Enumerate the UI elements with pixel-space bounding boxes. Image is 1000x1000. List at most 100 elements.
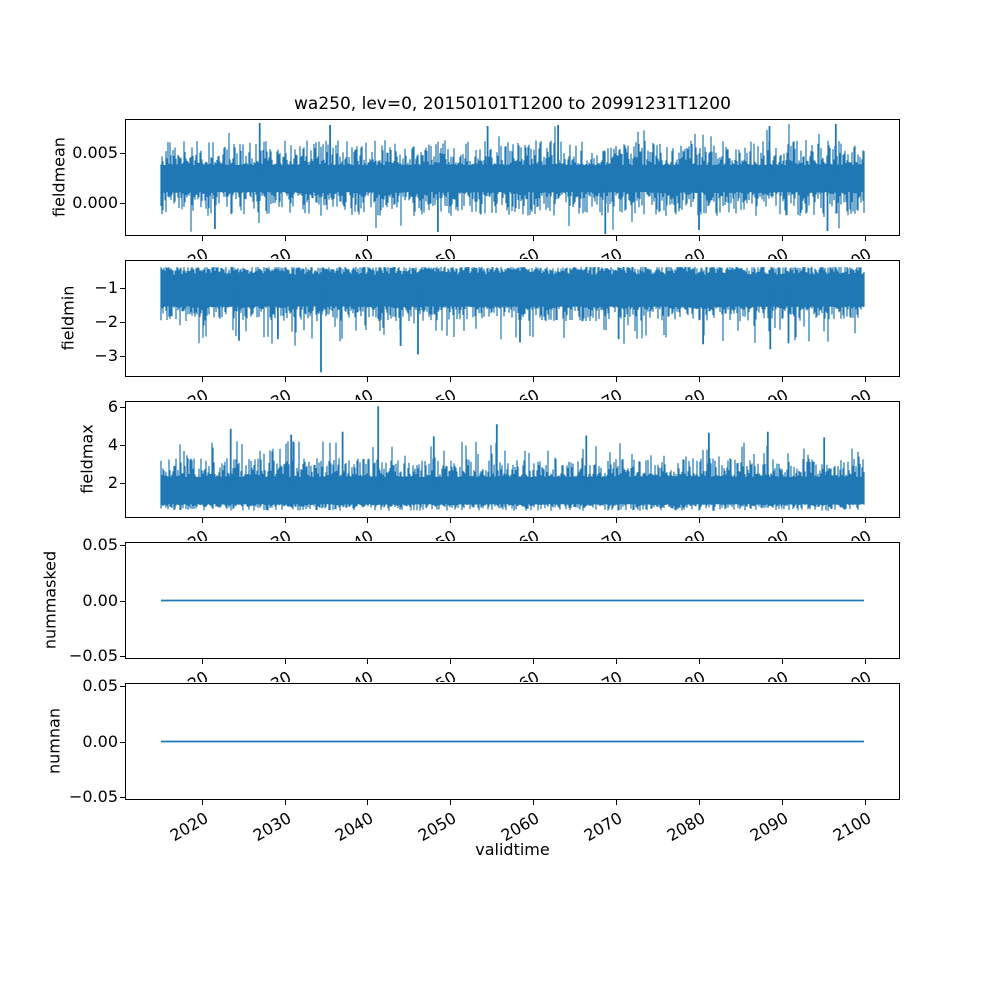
x-tick-label: 2030 (217, 526, 295, 541)
x-tick-label: 2040 (299, 526, 377, 541)
y-tick-mark (120, 445, 125, 446)
x-tick-label: 2090 (746, 808, 792, 846)
nummasked-plot-area (161, 599, 864, 602)
y-tick-label: 0.05 (82, 676, 118, 695)
x-tick-mark (367, 800, 368, 805)
x-tick-label: 2030 (217, 385, 295, 400)
x-tick-label: 2080 (631, 244, 709, 259)
x-tick-label: 2020 (134, 244, 212, 259)
x-tick-mark (616, 800, 617, 805)
x-tick-label: 2040 (299, 244, 377, 259)
y-tick-label: −3 (94, 346, 118, 365)
y-tick-label: 0.005 (72, 143, 118, 162)
y-tick-mark (120, 545, 125, 546)
y-tick-mark (120, 742, 125, 743)
x-tick-label: 2100 (829, 808, 875, 846)
x-tick-label: 2090 (714, 667, 792, 682)
x-tick-mark (285, 236, 286, 241)
y-tick-label: 4 (107, 435, 118, 454)
x-tick-mark (367, 659, 368, 664)
x-tick-mark (782, 236, 783, 241)
x-tick-label: 2020 (134, 385, 212, 400)
x-tick-label: 2070 (548, 385, 626, 400)
y-tick-label: 0.05 (82, 535, 118, 554)
y-tick-mark (120, 288, 125, 289)
x-tick-label: 2040 (299, 667, 377, 682)
x-tick-label: 2030 (217, 244, 295, 259)
y-tick-label: 0.000 (72, 193, 118, 212)
x-tick-label: 2060 (465, 244, 543, 259)
x-tick-label: 2080 (631, 526, 709, 541)
y-tick-label: 0.00 (82, 591, 118, 610)
x-tick-mark (699, 518, 700, 523)
x-tick-label: 2020 (134, 667, 212, 682)
x-tick-mark (533, 236, 534, 241)
y-tick-mark (120, 601, 125, 602)
fieldmean-extreme-spikes (214, 123, 837, 234)
x-tick-mark (450, 659, 451, 664)
chart-title: wa250, lev=0, 20150101T1200 to 20991231T… (294, 94, 731, 114)
fieldmin-extreme-spikes (238, 286, 790, 373)
y-tick-label: 0.00 (82, 732, 118, 751)
x-tick-label: 2060 (465, 385, 543, 400)
y-tick-label: 6 (107, 397, 118, 416)
x-tick-label: 2060 (465, 667, 543, 682)
x-tick-mark (533, 377, 534, 382)
y-tick-mark (120, 686, 125, 687)
y-tick-label: −0.05 (68, 787, 118, 806)
x-tick-label: 2070 (548, 244, 626, 259)
x-tick-mark (450, 800, 451, 805)
x-tick-mark (202, 236, 203, 241)
x-tick-label: 2050 (382, 667, 460, 682)
x-tick-label: 2050 (382, 385, 460, 400)
y-tick-label: −1 (94, 278, 118, 297)
subplot-numnan (125, 683, 900, 800)
x-tick-mark (202, 518, 203, 523)
y-tick-mark (120, 203, 125, 204)
x-tick-mark (533, 800, 534, 805)
x-tick-labels-row: 2020 2030 2040 2050 2060 2070 2080 2090 2100 (0, 519, 1000, 541)
y-tick-label: −0.05 (68, 646, 118, 665)
x-tick-mark (616, 518, 617, 523)
x-tick-label: 2070 (548, 526, 626, 541)
x-tick-label: 2080 (631, 667, 709, 682)
x-tick-mark (367, 518, 368, 523)
x-tick-mark (782, 659, 783, 664)
x-tick-label: 2070 (548, 667, 626, 682)
x-tick-label: 2070 (580, 808, 626, 846)
x-tick-mark (367, 377, 368, 382)
x-tick-label: 2080 (631, 385, 709, 400)
y-tick-mark (120, 322, 125, 323)
ylabel-fieldmean: fieldmean (49, 137, 69, 217)
subplot-fieldmax (125, 401, 900, 518)
x-tick-mark (699, 377, 700, 382)
x-tick-mark (865, 800, 866, 805)
x-tick-label: 2020 (166, 808, 212, 846)
ylabel-fieldmax: fieldmax (77, 424, 97, 494)
x-tick-mark (699, 800, 700, 805)
fieldmax-line (160, 441, 865, 511)
x-tick-mark (616, 659, 617, 664)
fieldmean-plot-area (160, 123, 865, 234)
x-tick-label: 2090 (714, 244, 792, 259)
x-tick-label: 2090 (714, 385, 792, 400)
y-tick-mark (120, 483, 125, 484)
x-tick-label: 2030 (217, 667, 295, 682)
x-tick-label: 2050 (382, 526, 460, 541)
x-tick-label: 2100 (797, 526, 875, 541)
x-tick-label: 2060 (497, 808, 543, 846)
x-tick-labels-row: 2020 2030 2040 2050 2060 2070 2080 2090 2100 (0, 237, 1000, 259)
x-tick-mark (865, 377, 866, 382)
y-tick-mark (120, 407, 125, 408)
y-tick-mark (120, 797, 125, 798)
fieldmax-plot-area (160, 406, 865, 511)
x-tick-mark (616, 236, 617, 241)
x-tick-labels-row: 2020 2030 2040 2050 2060 2070 2080 2090 2100 (0, 378, 1000, 400)
x-tick-mark (616, 377, 617, 382)
x-tick-mark (285, 377, 286, 382)
y-tick-label: −2 (94, 312, 118, 331)
fieldmin-plot-area (160, 267, 865, 373)
x-tick-label: 2050 (414, 808, 460, 846)
x-tick-label: 2060 (465, 526, 543, 541)
